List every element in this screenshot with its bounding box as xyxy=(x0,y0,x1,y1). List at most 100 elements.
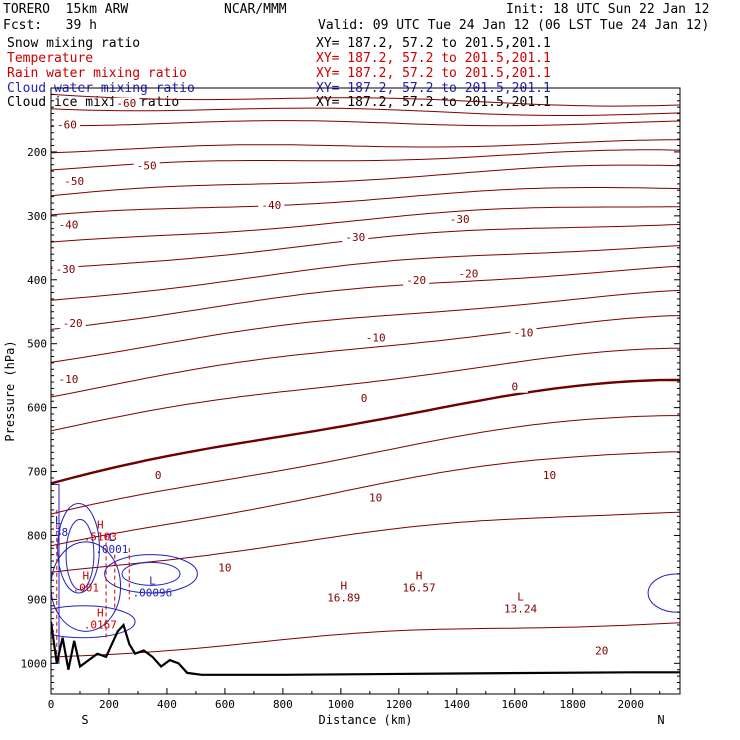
contour-label: -30 xyxy=(450,213,470,226)
y-tick-label: 500 xyxy=(27,338,47,351)
extremum-type: L xyxy=(55,514,62,527)
legend-rain-xy: XY= 187.2, 57.2 to 201.5,201.1 xyxy=(316,66,551,81)
extremum-value: .00096 xyxy=(133,587,173,600)
contour-label-bg xyxy=(351,393,378,405)
temperature-contour xyxy=(51,511,680,573)
cloud-water-contour xyxy=(65,518,95,591)
contour-label-bg xyxy=(55,374,82,386)
contour-label-bg xyxy=(342,232,369,244)
x-tick-label: 1200 xyxy=(386,698,413,711)
x-axis-label: Distance (km) xyxy=(319,713,413,727)
legend-temperature-label: Temperature xyxy=(7,51,94,66)
y-tick-label: 300 xyxy=(27,210,47,223)
temperature-contour xyxy=(51,378,680,485)
contour-label: 10 xyxy=(218,562,231,575)
y-tick-label: 200 xyxy=(27,146,47,159)
extremum-type: H xyxy=(97,518,104,531)
contour-label: 10 xyxy=(543,469,556,482)
x-tick-label: 1400 xyxy=(444,698,471,711)
forecast-hour: Fcst: 39 h xyxy=(3,18,97,33)
legend-cloud-ice-xy: XY= 187.2, 57.2 to 201.5,201.1 xyxy=(316,95,551,110)
extremum-type: L xyxy=(109,531,116,544)
extremum-value: 13.24 xyxy=(504,603,537,616)
temperature-contour xyxy=(51,93,680,107)
temperature-contour xyxy=(51,139,680,154)
contour-label: -10 xyxy=(514,326,534,339)
cloud-water-contour xyxy=(51,541,122,632)
y-tick-label: 700 xyxy=(27,466,47,479)
legend-temperature-xy: XY= 187.2, 57.2 to 201.5,201.1 xyxy=(316,51,551,66)
x-tick-label: 200 xyxy=(99,698,119,711)
extremum-type: H xyxy=(97,607,104,620)
temperature-contour xyxy=(51,289,680,363)
contour-label-bg xyxy=(211,562,238,574)
contour-label-bg xyxy=(446,214,473,226)
contour-label-bg xyxy=(61,175,88,187)
contour-label-bg xyxy=(53,119,80,131)
temperature-contour xyxy=(51,415,680,515)
cloud-water-contour xyxy=(57,503,100,594)
temperature-contour xyxy=(51,451,680,547)
contour-label: -60 xyxy=(116,97,136,110)
extremum-value: .0167 xyxy=(84,619,117,632)
y-tick-label: 400 xyxy=(27,274,47,287)
y-tick-label: 600 xyxy=(27,402,47,415)
contour-label: -30 xyxy=(56,263,76,276)
contour-label: 0 xyxy=(511,381,518,394)
end-label-north: N xyxy=(657,713,664,727)
contour-label: -20 xyxy=(406,274,426,287)
contour-label: -20 xyxy=(458,268,478,281)
extremum-value: .001 xyxy=(73,581,100,594)
contour-label: -20 xyxy=(63,317,83,330)
contour-label-bg xyxy=(536,469,563,481)
contour-label-bg xyxy=(588,645,615,657)
contour-label: 10 xyxy=(369,491,382,504)
plot-frame xyxy=(50,87,681,695)
x-tick-label: 2000 xyxy=(617,698,644,711)
y-tick-label: 800 xyxy=(27,529,47,542)
contour-label-bg xyxy=(52,264,79,276)
init-time: Init: 18 UTC Sun 22 Jan 12 xyxy=(506,2,710,17)
contour-label: -30 xyxy=(345,231,365,244)
extremum-value: .5103 xyxy=(84,530,117,543)
temperature-contour xyxy=(51,245,680,301)
x-tick-label: 800 xyxy=(273,698,293,711)
contour-label-bg xyxy=(145,469,172,481)
contour-label-bg xyxy=(403,274,430,286)
extremum-type: L xyxy=(517,591,524,604)
contour-label: 0 xyxy=(155,469,162,482)
y-tick-label: 900 xyxy=(27,593,47,606)
extremum-type: H xyxy=(82,569,89,582)
contour-label-bg xyxy=(455,268,482,280)
contour-label-bg xyxy=(133,160,160,172)
contour-label-bg xyxy=(362,332,389,344)
contour-label: -10 xyxy=(366,332,386,345)
cloud-water-contour xyxy=(121,561,181,586)
x-tick-label: 0 xyxy=(48,698,55,711)
extremum-value: .0001 xyxy=(95,543,128,556)
temperature-contour xyxy=(51,206,680,243)
contour-label-bg xyxy=(113,97,140,109)
contour-label-bg xyxy=(258,200,285,212)
x-tick-label: 1600 xyxy=(502,698,529,711)
extremum-value: 16.57 xyxy=(403,581,436,594)
contour-label: 20 xyxy=(595,645,608,658)
legend-snow-label: Snow mixing ratio xyxy=(7,36,141,51)
temperature-contour xyxy=(51,187,680,216)
valid-time: Valid: 09 UTC Tue 24 Jan 12 (06 LST Tue … xyxy=(318,18,710,33)
contour-label: -40 xyxy=(261,199,281,212)
temperature-contour xyxy=(51,265,680,330)
x-tick-label: 1800 xyxy=(560,698,587,711)
contour-label-bg xyxy=(362,492,389,504)
temperature-contour xyxy=(51,622,680,658)
contour-label-bg xyxy=(501,381,528,393)
extremum-type: H xyxy=(340,580,347,593)
extremum-type: H xyxy=(416,569,423,582)
contour-label: -40 xyxy=(58,218,78,231)
end-label-south: S xyxy=(81,713,88,727)
contour-label: -50 xyxy=(137,160,157,173)
center-title: NCAR/MMM xyxy=(224,2,287,17)
x-tick-label: 1000 xyxy=(328,698,355,711)
extremum-type: L xyxy=(149,575,156,588)
